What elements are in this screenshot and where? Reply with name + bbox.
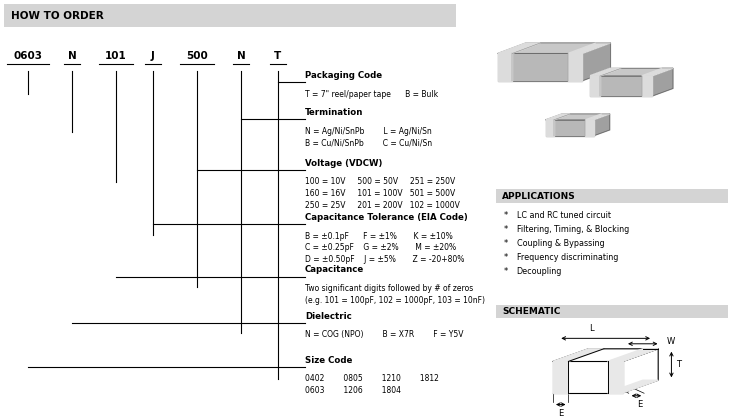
Text: N = COG (NPO)        B = X7R        F = Y5V: N = COG (NPO) B = X7R F = Y5V xyxy=(305,330,464,339)
Polygon shape xyxy=(589,76,600,96)
Text: W: W xyxy=(666,337,675,346)
Polygon shape xyxy=(553,349,659,361)
Text: Frequency discriminating: Frequency discriminating xyxy=(517,253,618,262)
Polygon shape xyxy=(594,114,609,136)
Polygon shape xyxy=(568,54,582,80)
Text: B = ±0.1pF      F = ±1%       K = ±10%: B = ±0.1pF F = ±1% K = ±10% xyxy=(305,232,453,241)
Text: E: E xyxy=(637,400,642,409)
Text: HOW TO ORDER: HOW TO ORDER xyxy=(11,11,104,21)
Text: Termination: Termination xyxy=(305,109,363,117)
Text: B = Cu/Ni/SnPb        C = Cu/Ni/Sn: B = Cu/Ni/SnPb C = Cu/Ni/Sn xyxy=(305,139,432,147)
Text: Voltage (VDCW): Voltage (VDCW) xyxy=(305,159,382,168)
Polygon shape xyxy=(585,120,594,136)
Text: T: T xyxy=(274,51,282,61)
Text: *: * xyxy=(503,225,508,234)
Text: Packaging Code: Packaging Code xyxy=(305,71,382,80)
FancyBboxPatch shape xyxy=(496,305,728,318)
Text: LC and RC tuned circuit: LC and RC tuned circuit xyxy=(517,211,611,220)
Text: 500: 500 xyxy=(186,51,208,61)
Polygon shape xyxy=(498,43,610,54)
Polygon shape xyxy=(553,361,623,393)
Polygon shape xyxy=(553,349,603,361)
Text: 100 = 10V     500 = 50V     251 = 250V: 100 = 10V 500 = 50V 251 = 250V xyxy=(305,177,455,186)
FancyBboxPatch shape xyxy=(496,189,728,203)
Text: *: * xyxy=(503,211,508,220)
Text: Coupling & Bypassing: Coupling & Bypassing xyxy=(517,239,604,248)
Polygon shape xyxy=(545,120,594,136)
Text: 160 = 16V     101 = 100V   501 = 500V: 160 = 16V 101 = 100V 501 = 500V xyxy=(305,189,455,198)
Text: *: * xyxy=(503,253,508,262)
Text: Capacitance: Capacitance xyxy=(305,266,365,274)
Polygon shape xyxy=(545,120,554,136)
Polygon shape xyxy=(568,43,610,54)
Polygon shape xyxy=(653,68,673,96)
Polygon shape xyxy=(642,76,653,96)
Text: *: * xyxy=(503,266,508,276)
Polygon shape xyxy=(623,349,659,393)
Text: Decoupling: Decoupling xyxy=(517,266,562,276)
Polygon shape xyxy=(642,68,673,76)
Polygon shape xyxy=(498,54,512,80)
Polygon shape xyxy=(589,76,653,96)
Text: 0402        0805        1210        1812: 0402 0805 1210 1812 xyxy=(305,374,439,383)
Text: 250 = 25V     201 = 200V   102 = 1000V: 250 = 25V 201 = 200V 102 = 1000V xyxy=(305,201,460,210)
Text: Size Code: Size Code xyxy=(305,356,352,365)
Text: 0603        1206        1804: 0603 1206 1804 xyxy=(305,386,401,395)
Text: Two significant digits followed by # of zeros: Two significant digits followed by # of … xyxy=(305,284,473,293)
Text: (e.g. 101 = 100pF, 102 = 1000pF, 103 = 10nF): (e.g. 101 = 100pF, 102 = 1000pF, 103 = 1… xyxy=(305,296,485,305)
Text: T = 7" reel/paper tape      B = Bulk: T = 7" reel/paper tape B = Bulk xyxy=(305,90,438,99)
Text: T: T xyxy=(676,360,681,369)
Polygon shape xyxy=(545,114,609,120)
Polygon shape xyxy=(498,43,540,54)
Text: Dielectric: Dielectric xyxy=(305,312,352,321)
Text: APPLICATIONS: APPLICATIONS xyxy=(502,192,576,201)
Polygon shape xyxy=(589,68,673,76)
Text: *: * xyxy=(503,239,508,248)
Text: E: E xyxy=(558,409,564,418)
Text: Filtering, Timing, & Blocking: Filtering, Timing, & Blocking xyxy=(517,225,629,234)
Text: C = ±0.25pF    G = ±2%       M = ±20%: C = ±0.25pF G = ±2% M = ±20% xyxy=(305,243,456,252)
Text: J: J xyxy=(151,51,155,61)
Text: 101: 101 xyxy=(105,51,127,61)
Text: N: N xyxy=(237,51,245,61)
Text: Capacitance Tolerance (EIA Code): Capacitance Tolerance (EIA Code) xyxy=(305,213,467,222)
Polygon shape xyxy=(585,114,609,120)
Text: N: N xyxy=(68,51,76,61)
Polygon shape xyxy=(498,54,582,80)
Text: D = ±0.50pF    J = ±5%       Z = -20+80%: D = ±0.50pF J = ±5% Z = -20+80% xyxy=(305,255,465,264)
Text: L: L xyxy=(589,324,594,334)
Text: N = Ag/Ni/SnPb        L = Ag/Ni/Sn: N = Ag/Ni/SnPb L = Ag/Ni/Sn xyxy=(305,127,431,136)
Polygon shape xyxy=(589,68,621,76)
FancyBboxPatch shape xyxy=(4,4,456,27)
Text: 0603: 0603 xyxy=(13,51,43,61)
Text: SCHEMATIC: SCHEMATIC xyxy=(502,307,560,316)
Polygon shape xyxy=(608,380,659,393)
Polygon shape xyxy=(608,361,623,393)
Polygon shape xyxy=(608,349,659,361)
Polygon shape xyxy=(553,361,568,393)
Polygon shape xyxy=(582,43,610,80)
Polygon shape xyxy=(545,114,570,120)
